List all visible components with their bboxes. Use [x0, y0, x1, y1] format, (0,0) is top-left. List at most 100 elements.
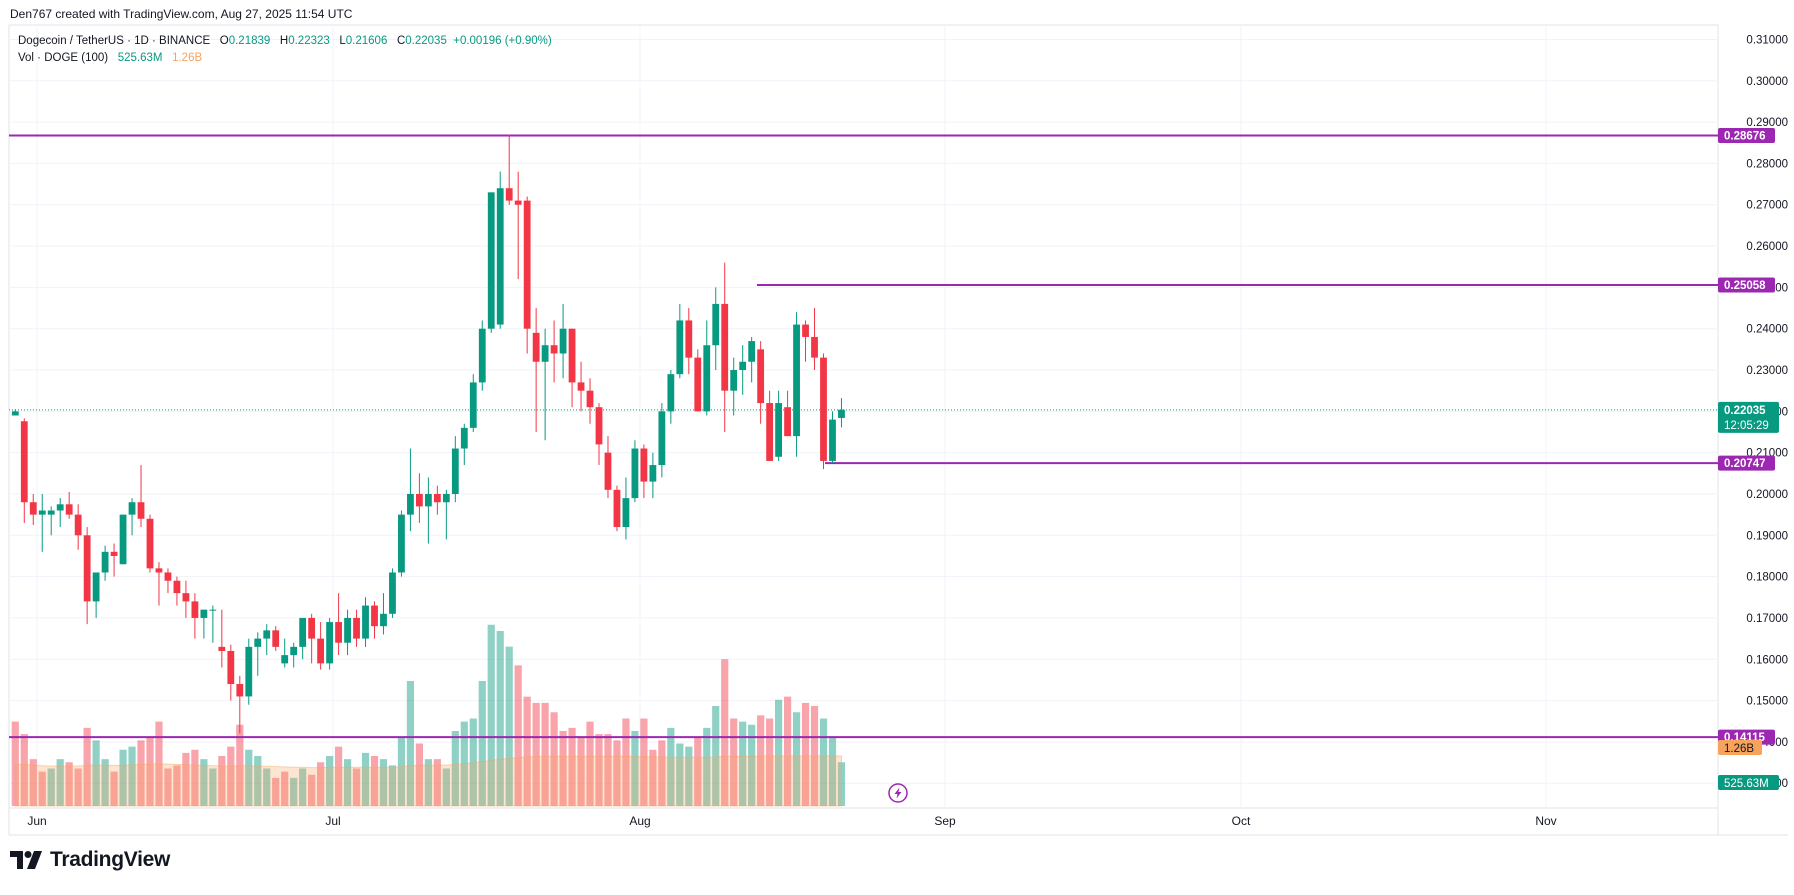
candle-body: [20, 421, 28, 503]
time-axis: Jun Jul Aug Sep Oct Nov: [27, 814, 1556, 828]
candle-body: [730, 370, 738, 391]
volume-bar: [65, 762, 73, 806]
candle-body: [766, 403, 774, 461]
volume-bar: [272, 777, 280, 806]
price-tag: 0.28676: [1718, 127, 1775, 143]
tradingview-logo[interactable]: TradingView: [10, 848, 170, 872]
candle-body: [416, 493, 423, 507]
volume-bar: [775, 699, 783, 806]
candle-body: [757, 349, 765, 404]
candle-body: [784, 407, 791, 437]
volume-bar: [631, 731, 639, 806]
price-tag-bg: [1718, 277, 1775, 293]
candle-body: [362, 605, 369, 639]
candle-body: [748, 341, 756, 362]
candle-body: [74, 514, 82, 536]
volume-bar: [299, 768, 307, 806]
volume-legend: Vol · DOGE (100) 525.63M 1.26B: [18, 52, 202, 64]
candle-body: [263, 630, 271, 639]
price-tick-label: 0.31000: [1746, 34, 1788, 46]
volume-bar: [200, 759, 208, 806]
price-tick-label: 0.15000: [1746, 696, 1788, 708]
volume-bar: [209, 768, 217, 806]
candle-body: [640, 448, 648, 482]
volume-bar: [667, 727, 675, 806]
volume-bar: [568, 727, 576, 806]
volume-tag: 525.63M: [1718, 775, 1779, 790]
price-tick-label: 0.26000: [1746, 241, 1788, 253]
price-tag-label: 0.20747: [1724, 458, 1766, 470]
candle-body: [119, 514, 127, 565]
candle-body: [739, 361, 747, 371]
volume-bar: [20, 734, 28, 806]
volume-ma-tag: 1.26B: [1718, 740, 1762, 755]
volume-bar: [819, 718, 828, 806]
symbol-name: Dogecoin / TetherUS · 1D · BINANCE: [18, 35, 211, 47]
current-price-tag-bg: [1718, 401, 1779, 433]
volume-bar: [433, 759, 441, 806]
tradingview-logo-text: TradingView: [50, 848, 171, 871]
volume-bar: [29, 759, 37, 806]
volume-bar: [281, 771, 289, 806]
volume-bar: [370, 756, 379, 806]
price-tick-label: 0.30000: [1746, 76, 1788, 88]
current-price-label: 0.22035: [1724, 405, 1766, 417]
candle-body: [622, 498, 630, 528]
volume-bar: [254, 756, 262, 806]
volume-bar: [694, 737, 702, 806]
volume-bar: [460, 721, 468, 806]
candle-body: [398, 514, 405, 573]
candle-body: [811, 336, 818, 358]
volume-bar: [640, 718, 648, 806]
flash-icon[interactable]: [888, 783, 908, 803]
candle-body: [460, 427, 468, 449]
volume-bar: [658, 740, 666, 806]
volume-bar: [451, 731, 459, 806]
open-value: 0.21839: [228, 35, 271, 47]
candle-body: [631, 448, 639, 499]
candle-body: [56, 504, 64, 511]
volume-bar: [783, 696, 792, 806]
candle-body: [442, 493, 450, 503]
price-tick-label: 0.16000: [1746, 654, 1788, 666]
volume-bar: [415, 743, 423, 806]
candle-body: [451, 448, 459, 494]
symbol-legend: Dogecoin / TetherUS · 1D · BINANCE O0.21…: [18, 35, 552, 47]
candle-body: [299, 617, 307, 647]
volume-bar: [649, 749, 657, 806]
volume-bar: [478, 681, 486, 806]
time-tick-label: Jun: [27, 814, 46, 828]
time-tick-label: Oct: [1232, 814, 1251, 828]
volume-bar: [442, 768, 450, 806]
candle-body: [326, 622, 333, 664]
candle-body: [254, 638, 262, 647]
candle-body: [353, 617, 360, 639]
volume-bar: [92, 740, 100, 806]
volume-bar: [613, 740, 621, 806]
time-tick-label: Nov: [1535, 814, 1556, 828]
volume-bar: [577, 737, 585, 806]
candle-body: [344, 617, 351, 643]
candle-body: [469, 382, 477, 428]
candle-body: [389, 572, 396, 614]
volume-bar: [137, 740, 145, 806]
volume-bar: [559, 731, 567, 806]
candle-body: [110, 551, 118, 556]
volume-bar: [406, 681, 415, 806]
volume-bar: [496, 631, 504, 806]
high-value: 0.22323: [288, 35, 330, 47]
volume-bar: [810, 706, 819, 806]
candle-body: [11, 411, 19, 416]
price-tag-label: 0.25058: [1724, 280, 1766, 292]
candle-body: [559, 328, 567, 354]
candle-body: [595, 407, 603, 445]
volume-bar: [128, 746, 136, 806]
volume-bar: [712, 706, 720, 806]
price-tick-label: 0.23000: [1746, 365, 1788, 377]
countdown-label: 12:05:29: [1724, 420, 1769, 432]
close-label: C: [396, 35, 406, 47]
candle-body: [703, 345, 711, 412]
candle-body: [335, 622, 342, 643]
price-axis-tags: 0.286760.250580.207470.141150.2203512:05…: [1718, 127, 1779, 790]
